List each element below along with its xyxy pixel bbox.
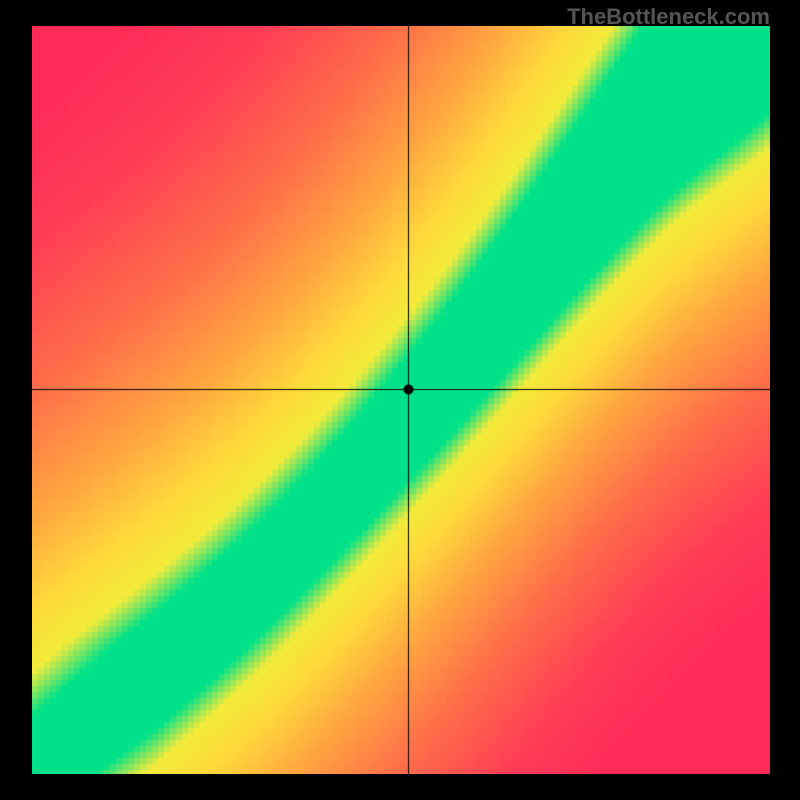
chart-container: TheBottleneck.com (0, 0, 800, 800)
bottleneck-heatmap (32, 26, 770, 774)
watermark-text: TheBottleneck.com (567, 4, 770, 30)
